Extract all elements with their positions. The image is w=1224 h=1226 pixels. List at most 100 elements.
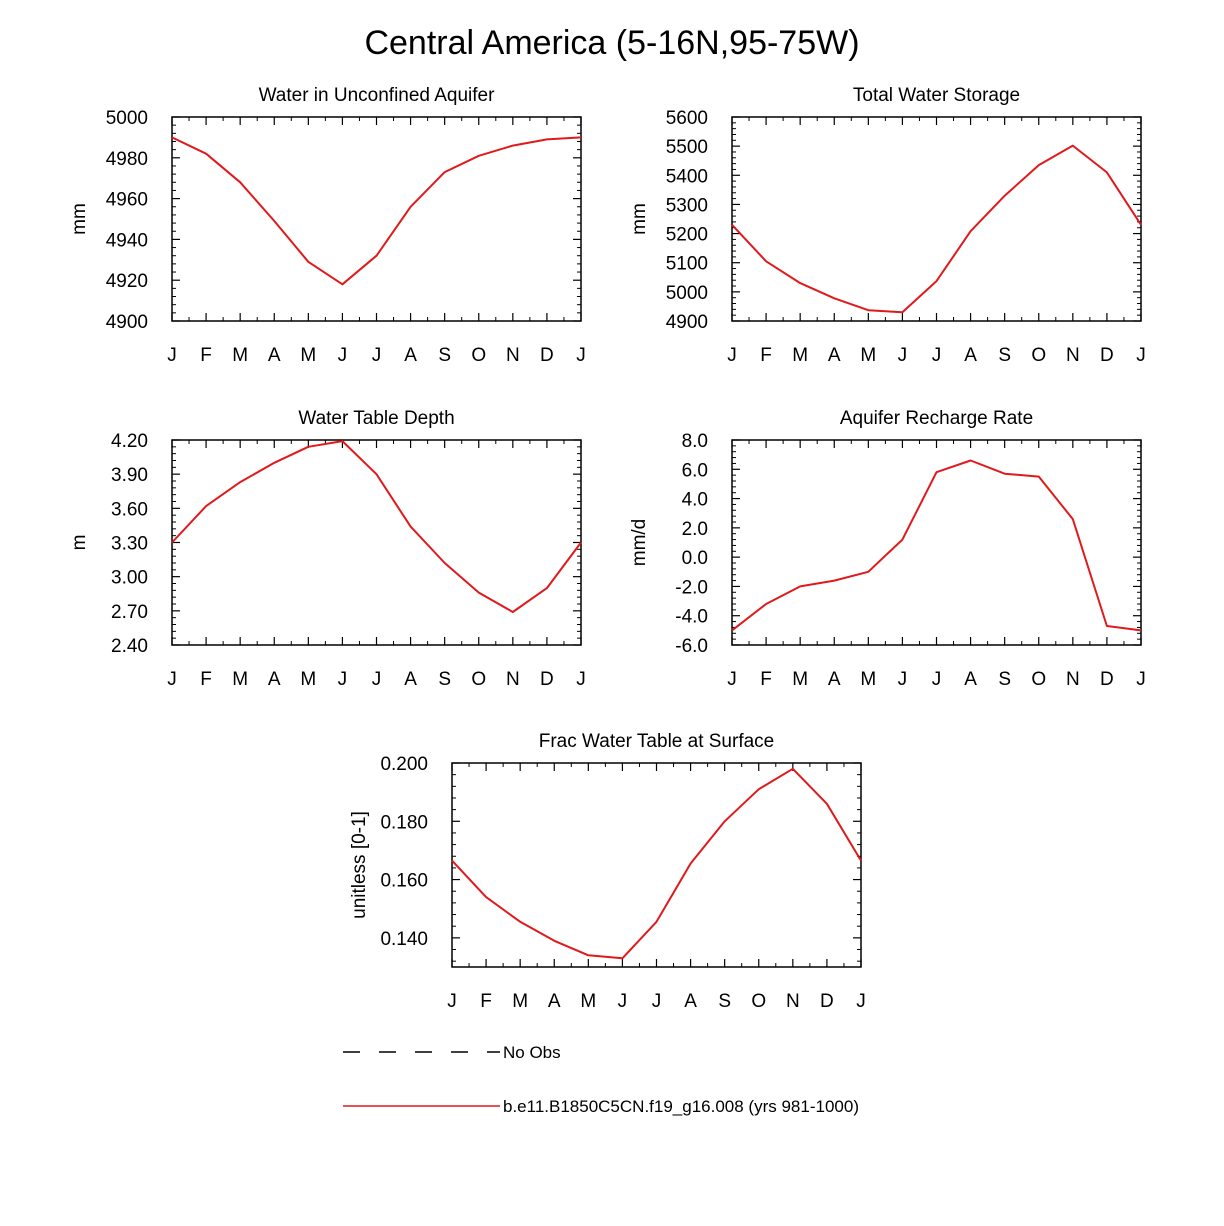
y-tick-label: -2.0 <box>675 577 708 598</box>
y-tick-label: 4940 <box>106 230 148 251</box>
x-tick-label: F <box>760 669 772 690</box>
x-tick-label: S <box>438 345 451 366</box>
x-tick-label: D <box>1100 669 1114 690</box>
x-tick-label: J <box>932 345 942 366</box>
x-tick-label: F <box>480 991 492 1012</box>
x-tick-label: M <box>580 991 596 1012</box>
x-tick-label: J <box>167 669 177 690</box>
x-tick-label: J <box>727 345 737 366</box>
x-tick-label: J <box>167 345 177 366</box>
x-tick-label: O <box>751 991 766 1012</box>
x-tick-label: M <box>232 669 248 690</box>
plot-frame <box>451 762 862 968</box>
x-tick-label: M <box>860 345 876 366</box>
y-tick-label: 5300 <box>666 195 708 216</box>
x-tick-label: A <box>268 669 281 690</box>
x-tick-label: N <box>786 991 800 1012</box>
x-tick-label: F <box>760 345 772 366</box>
y-tick-label: 4900 <box>106 312 148 333</box>
x-tick-label: D <box>1100 345 1114 366</box>
x-tick-label: M <box>792 669 808 690</box>
legend: No Obs b.e11.B1850C5CN.f19_g16.008 (yrs … <box>343 1043 859 1116</box>
y-tick-label: 5600 <box>666 108 708 129</box>
plot-frame <box>731 116 1142 322</box>
x-tick-label: J <box>372 669 382 690</box>
x-tick-label: J <box>856 991 866 1012</box>
series-line-total-water-storage <box>731 144 1142 314</box>
y-axis-label: m <box>69 535 90 551</box>
y-tick-label: 4.0 <box>682 490 708 511</box>
x-tick-label: J <box>932 669 942 690</box>
y-tick-label: 5400 <box>666 166 708 187</box>
x-tick-label: D <box>820 991 834 1012</box>
series-line-unconfined-aquifer <box>171 136 582 286</box>
y-axis-label: unitless [0-1] <box>349 811 370 919</box>
chart-title: Frac Water Table at Surface <box>539 731 775 752</box>
y-tick-label: 0.160 <box>380 871 428 892</box>
y-tick-label: 3.90 <box>111 465 148 486</box>
x-tick-label: M <box>300 345 316 366</box>
y-tick-label: 8.0 <box>682 431 708 452</box>
x-tick-label: A <box>404 345 417 366</box>
x-tick-label: O <box>1031 345 1046 366</box>
x-tick-label: A <box>964 345 977 366</box>
plot-frame <box>171 116 582 322</box>
x-tick-label: D <box>540 669 554 690</box>
x-tick-label: M <box>792 345 808 366</box>
y-axis-label: mm <box>629 203 650 235</box>
chart-title: Aquifer Recharge Rate <box>840 408 1033 429</box>
x-tick-label: A <box>684 991 697 1012</box>
y-tick-label: 4.20 <box>111 431 148 452</box>
series-line-water-table-depth <box>171 440 582 613</box>
x-tick-label: J <box>618 991 628 1012</box>
x-tick-label: J <box>372 345 382 366</box>
x-tick-label: O <box>471 669 486 690</box>
y-tick-label: 5000 <box>666 283 708 304</box>
y-tick-label: 0.0 <box>682 548 708 569</box>
x-tick-label: A <box>404 669 417 690</box>
chart-frac-water-table: Frac Water Table at Surface unitless [0-1… <box>349 731 866 1012</box>
y-tick-label: 2.0 <box>682 519 708 540</box>
y-tick-label: 3.00 <box>111 568 148 589</box>
x-tick-label: N <box>1066 669 1080 690</box>
x-tick-label: S <box>438 669 451 690</box>
y-tick-label: 2.40 <box>111 636 148 657</box>
x-tick-label: D <box>540 345 554 366</box>
y-tick-label: 5100 <box>666 254 708 275</box>
y-tick-label: 0.180 <box>380 812 428 833</box>
x-tick-label: A <box>548 991 561 1012</box>
y-tick-label: 4980 <box>106 149 148 170</box>
x-tick-label: A <box>828 345 841 366</box>
x-tick-label: M <box>300 669 316 690</box>
x-tick-label: J <box>898 669 908 690</box>
x-tick-label: F <box>200 345 212 366</box>
x-tick-label: M <box>512 991 528 1012</box>
x-tick-label: O <box>1031 669 1046 690</box>
y-tick-label: 6.0 <box>682 460 708 481</box>
x-tick-label: A <box>268 345 281 366</box>
y-axis-label: mm/d <box>629 519 650 567</box>
x-tick-label: J <box>338 345 348 366</box>
x-tick-label: J <box>1136 345 1146 366</box>
x-tick-label: N <box>506 345 520 366</box>
x-tick-label: J <box>652 991 662 1012</box>
chart-title: Total Water Storage <box>853 85 1020 106</box>
x-tick-label: J <box>898 345 908 366</box>
y-tick-label: 0.200 <box>380 754 428 775</box>
y-tick-label: 4960 <box>106 190 148 211</box>
figure-title: Central America (5-16N,95-75W) <box>364 24 860 62</box>
x-tick-label: N <box>1066 345 1080 366</box>
x-tick-label: M <box>860 669 876 690</box>
x-tick-label: S <box>998 345 1011 366</box>
y-tick-label: -4.0 <box>675 607 708 628</box>
y-tick-label: 4900 <box>666 312 708 333</box>
y-tick-label: 5000 <box>106 108 148 129</box>
x-tick-label: J <box>576 345 586 366</box>
y-tick-label: 4920 <box>106 271 148 292</box>
legend-label-no-obs: No Obs <box>503 1043 561 1062</box>
x-tick-label: J <box>1136 669 1146 690</box>
